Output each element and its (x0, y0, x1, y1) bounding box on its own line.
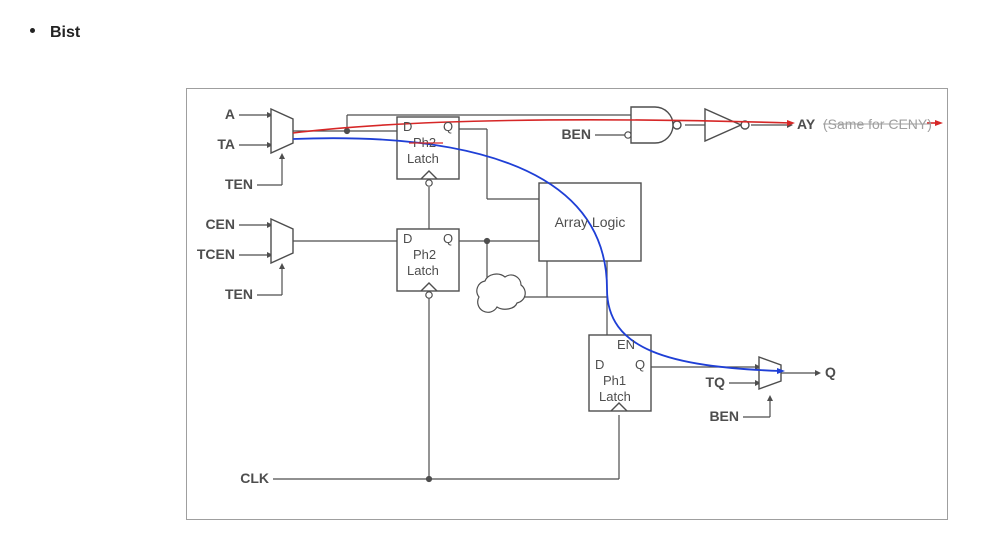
latch1-type: Latch (407, 151, 439, 166)
cloud-icon (477, 274, 525, 312)
label-tq: TQ (706, 374, 726, 390)
latch2-d: D (403, 231, 412, 246)
label-ay: AY (797, 116, 816, 132)
wires (239, 112, 821, 482)
latch3-type: Latch (599, 389, 631, 404)
label-cen: CEN (205, 216, 235, 232)
latch3-q: Q (635, 357, 645, 372)
label-ta: TA (217, 136, 235, 152)
label-clk: CLK (240, 470, 269, 486)
diagram-svg: A TA TEN CEN TCEN TEN BEN AY (Same for C… (187, 89, 947, 519)
label-a: A (225, 106, 235, 122)
labels: A TA TEN CEN TCEN TEN BEN AY (Same for C… (197, 106, 932, 486)
page-title: Bist (50, 24, 80, 42)
bullet-icon (30, 28, 35, 33)
nand-gate-icon (631, 107, 681, 143)
muxes (271, 109, 781, 389)
label-ben: BEN (561, 126, 591, 142)
label-q: Q (825, 364, 836, 380)
latch2-phase: Ph2 (413, 247, 436, 262)
latch1-q: Q (443, 119, 453, 134)
label-ten1: TEN (225, 176, 253, 192)
latch2-q: Q (443, 231, 453, 246)
label-array-logic: Array Logic (555, 214, 626, 230)
circuit-diagram: A TA TEN CEN TCEN TEN BEN AY (Same for C… (186, 88, 948, 520)
latch3-en: EN (617, 337, 635, 352)
label-tcen: TCEN (197, 246, 235, 262)
red-edge-arrowhead-icon (935, 120, 943, 126)
latch1-d: D (403, 119, 412, 134)
inverter-icon (705, 109, 749, 141)
label-ten2: TEN (225, 286, 253, 302)
latch3-phase: Ph1 (603, 373, 626, 388)
latch2-type: Latch (407, 263, 439, 278)
label-ben2: BEN (709, 408, 739, 424)
latch3-d: D (595, 357, 604, 372)
blue-path (293, 138, 781, 371)
